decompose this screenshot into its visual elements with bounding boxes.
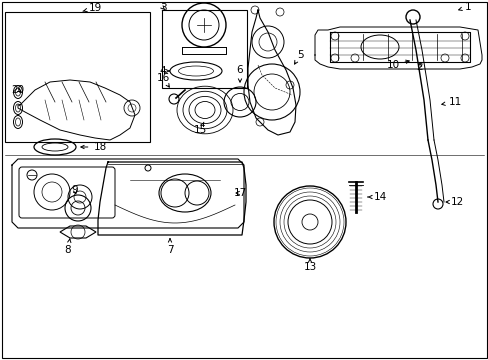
Text: 6: 6 bbox=[236, 65, 243, 82]
Text: 8: 8 bbox=[64, 239, 71, 255]
Text: 12: 12 bbox=[445, 197, 463, 207]
Text: 4: 4 bbox=[160, 66, 169, 76]
Text: 10: 10 bbox=[386, 60, 408, 70]
Bar bbox=[162, 10, 246, 88]
Text: 7: 7 bbox=[166, 239, 173, 255]
Text: 20: 20 bbox=[11, 85, 24, 95]
Text: 2: 2 bbox=[416, 62, 423, 72]
Text: 1: 1 bbox=[458, 2, 470, 12]
Text: 17: 17 bbox=[233, 188, 246, 198]
Text: 15: 15 bbox=[193, 122, 206, 135]
Text: 11: 11 bbox=[441, 97, 461, 107]
Text: 16: 16 bbox=[156, 73, 169, 87]
Text: 13: 13 bbox=[303, 259, 316, 272]
Text: 14: 14 bbox=[367, 192, 386, 202]
Text: 9: 9 bbox=[72, 185, 78, 195]
Text: 3: 3 bbox=[160, 3, 166, 13]
Text: 18: 18 bbox=[81, 142, 106, 152]
Text: 19: 19 bbox=[83, 3, 102, 13]
Bar bbox=[5, 12, 150, 142]
Text: 5: 5 bbox=[294, 50, 303, 64]
